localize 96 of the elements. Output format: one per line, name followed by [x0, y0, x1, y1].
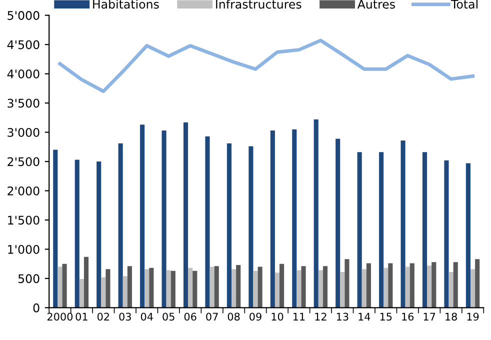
bar [400, 140, 406, 308]
bar [427, 266, 432, 308]
bar [144, 269, 150, 308]
bar [280, 264, 284, 308]
bar [183, 122, 188, 308]
bar [314, 119, 318, 308]
x-tick-label: 01 [76, 312, 88, 321]
bar [448, 272, 454, 308]
y-tick-label: 4'500 [7, 40, 40, 50]
bar [118, 143, 123, 308]
bar [410, 263, 414, 308]
x-tick-label: 15 [380, 312, 392, 321]
x-tick-label: 18 [446, 312, 457, 321]
bar [53, 150, 58, 308]
bar [274, 272, 280, 308]
bar [84, 256, 89, 308]
bar [301, 266, 306, 308]
legend-label: Autres [357, 0, 395, 9]
bar [270, 130, 275, 308]
bar [192, 270, 198, 308]
bar [188, 268, 193, 308]
bar [96, 162, 102, 308]
y-tick-label: 3'500 [8, 98, 40, 108]
bar [432, 262, 436, 308]
bar [79, 279, 84, 308]
x-tick-label: 08 [228, 312, 240, 321]
bar [296, 270, 302, 308]
bar [362, 269, 366, 308]
bar [344, 259, 350, 308]
bar [379, 152, 384, 308]
y-tick-label: 3'000 [8, 128, 40, 137]
bar [166, 270, 171, 308]
x-tick-label: 11 [293, 312, 305, 320]
bar [214, 266, 219, 308]
bar [336, 138, 340, 308]
bar [122, 276, 128, 308]
x-tick-label: 12 [315, 312, 326, 320]
bar [292, 129, 297, 308]
bar [248, 146, 254, 308]
bar [170, 270, 176, 308]
x-tick-label: 02 [97, 312, 109, 321]
bar [58, 266, 62, 308]
bar [258, 266, 262, 308]
y-tick-label: 500 [18, 274, 40, 284]
bar [453, 262, 458, 308]
legend-label: Total [450, 0, 478, 9]
bar [422, 152, 428, 308]
bar [470, 269, 476, 308]
bar [140, 124, 145, 308]
x-tick-label: 07 [206, 312, 218, 321]
bar [322, 266, 328, 308]
line-series [58, 38, 475, 94]
bar [231, 269, 236, 308]
bar [357, 152, 362, 308]
y-tick-label: 2'500 [8, 157, 40, 166]
y-tick-label: 4'000 [7, 70, 40, 78]
bar [388, 263, 393, 308]
y-tick-label: 1'500 [8, 216, 40, 225]
x-tick-label: 14 [358, 312, 370, 320]
bar [210, 266, 214, 308]
bar [101, 277, 106, 308]
legend-label: Infrastructures [216, 0, 302, 9]
bar [149, 268, 154, 308]
bar [253, 270, 258, 308]
x-tick-label: 05 [162, 312, 174, 321]
legend-label: Habitations [93, 0, 159, 9]
bar [162, 130, 166, 308]
bar [444, 160, 449, 308]
y-tick-label: 5'000 [8, 11, 40, 20]
bar [366, 263, 371, 308]
x-tick-label: 19 [467, 312, 479, 321]
bar [205, 136, 210, 308]
x-tick-label: 06 [184, 312, 196, 321]
y-tick-label: 0 [33, 303, 40, 312]
bar [226, 143, 232, 308]
bar [62, 264, 67, 308]
x-tick-label: 2000 [47, 312, 73, 321]
bar [236, 265, 241, 308]
bar [384, 268, 388, 308]
y-tick-label: 1'000 [8, 244, 40, 254]
x-tick-label: 09 [250, 312, 262, 321]
bar [74, 160, 80, 308]
bar [405, 266, 410, 308]
x-tick-label: 10 [272, 312, 284, 321]
x-tick-label: 16 [402, 312, 414, 321]
x-tick-label: 03 [119, 312, 131, 321]
bar [318, 270, 323, 308]
bar [127, 266, 132, 308]
bar [340, 272, 345, 308]
x-tick-label: 04 [140, 312, 153, 321]
y-tick-label: 2'000 [8, 186, 40, 196]
x-tick-label: 17 [424, 312, 436, 320]
bar [475, 259, 480, 308]
bar [106, 269, 110, 308]
bar [466, 163, 470, 308]
x-tick-label: 13 [336, 312, 348, 321]
